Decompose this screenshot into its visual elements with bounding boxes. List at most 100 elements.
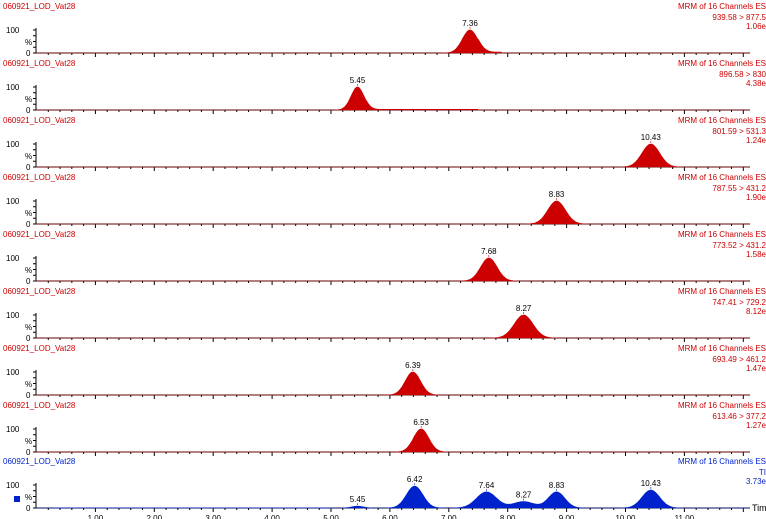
peak-label: 8.27	[516, 304, 532, 313]
trace-area	[36, 200, 750, 225]
peak-label: 6.39	[405, 361, 421, 370]
x-tick-label: 4.00	[264, 514, 280, 519]
x-tick-label: 8.00	[500, 514, 516, 519]
y-axis-unit: %	[25, 380, 32, 389]
trace-area	[36, 371, 750, 396]
y-axis-unit: %	[25, 38, 32, 47]
intensity-label: 1.06e	[746, 22, 766, 31]
channel-label: MRM of 16 Channels ES	[678, 287, 766, 296]
x-tick-label: 1.00	[88, 514, 104, 519]
trace-panel: 060921_LOD_Vat28 MRM of 16 Channels ES 613…	[3, 401, 766, 457]
y-axis-unit: %	[25, 95, 32, 104]
intensity-label: 8.12e	[746, 307, 766, 316]
transition-label: 801.59 > 531.3	[712, 127, 766, 136]
panel-title: 060921_LOD_Vat28	[3, 457, 76, 466]
trace-area	[36, 257, 750, 282]
peak-label: 8.83	[549, 481, 565, 490]
x-tick-label: 7.00	[441, 514, 457, 519]
x-tick-label: 9.00	[559, 514, 575, 519]
peak-label: 7.36	[462, 19, 478, 28]
y-axis-unit: %	[25, 493, 32, 502]
intensity-label: 1.90e	[746, 193, 766, 202]
trace-panel: 060921_LOD_Vat28 MRM of 16 Channels ES 693…	[3, 344, 766, 400]
y-tick-label: 100	[6, 140, 20, 149]
legend-swatch	[14, 496, 20, 502]
channel-label: MRM of 16 Channels ES	[678, 344, 766, 353]
channel-label: MRM of 16 Channels ES	[678, 59, 766, 68]
peak-label: 10.43	[641, 479, 662, 488]
y-tick-label: 0	[26, 220, 31, 229]
trace-area	[36, 314, 750, 339]
y-tick-label: 100	[6, 83, 20, 92]
transition-label: 747.41 > 729.2	[712, 298, 766, 307]
y-axis-unit: %	[25, 209, 32, 218]
intensity-label: 3.73e	[746, 477, 766, 486]
intensity-label: 1.24e	[746, 136, 766, 145]
panel-title: 060921_LOD_Vat28	[3, 287, 76, 296]
intensity-label: 1.27e	[746, 421, 766, 430]
trace-area	[36, 428, 750, 453]
y-tick-label: 100	[6, 254, 20, 263]
y-axis-unit: %	[25, 323, 32, 332]
y-axis-unit: %	[25, 152, 32, 161]
y-tick-label: 100	[6, 368, 20, 377]
trace-panel: 060921_LOD_Vat28 MRM of 16 Channels ES 939…	[3, 2, 766, 58]
x-axis-title: Time	[752, 503, 766, 513]
trace-panel: 060921_LOD_Vat28 MRM of 16 Channels ES 747…	[3, 287, 766, 343]
panel-title: 060921_LOD_Vat28	[3, 173, 76, 182]
y-tick-label: 0	[26, 448, 31, 457]
x-tick-label: 10.00	[615, 514, 636, 519]
x-tick-label: 2.00	[147, 514, 163, 519]
peak-label: 7.68	[481, 247, 497, 256]
trace-area	[36, 86, 750, 111]
y-tick-label: 100	[6, 481, 20, 490]
peak-label: 8.27	[516, 491, 532, 500]
intensity-label: 1.58e	[746, 250, 766, 259]
transition-label: 787.55 > 431.2	[712, 184, 766, 193]
y-tick-label: 100	[6, 26, 20, 35]
peak-label: 8.83	[549, 190, 565, 199]
panel-title: 060921_LOD_Vat28	[3, 2, 76, 11]
transition-label: TI	[759, 468, 766, 477]
panel-title: 060921_LOD_Vat28	[3, 344, 76, 353]
y-tick-label: 0	[26, 163, 31, 172]
y-tick-label: 0	[26, 504, 31, 513]
x-tick-label: 6.00	[382, 514, 398, 519]
trace-panel: 060921_LOD_Vat28 MRM of 16 Channels ESTI3…	[3, 457, 766, 519]
panel-title: 060921_LOD_Vat28	[3, 401, 76, 410]
channel-label: MRM of 16 Channels ES	[678, 230, 766, 239]
panel-title: 060921_LOD_Vat28	[3, 59, 76, 68]
transition-label: 939.58 > 877.5	[712, 13, 766, 22]
panel-title: 060921_LOD_Vat28	[3, 230, 76, 239]
trace-area	[36, 143, 750, 168]
x-tick-label: 3.00	[205, 514, 221, 519]
y-tick-label: 0	[26, 334, 31, 343]
transition-label: 896.58 > 830	[719, 70, 766, 79]
y-tick-label: 0	[26, 106, 31, 115]
peak-label: 5.45	[350, 76, 366, 85]
intensity-label: 4.38e	[746, 79, 766, 88]
peak-label: 7.64	[479, 481, 495, 490]
x-tick-label: 11.00	[675, 514, 695, 519]
peak-label: 6.42	[407, 475, 423, 484]
channel-label: MRM of 16 Channels ES	[678, 173, 766, 182]
trace-panel: 060921_LOD_Vat28 MRM of 16 Channels ES 896…	[3, 59, 766, 115]
transition-label: 613.46 > 377.2	[712, 412, 766, 421]
x-tick-label: 5.00	[323, 514, 339, 519]
channel-label: MRM of 16 Channels ES	[678, 401, 766, 410]
y-tick-label: 0	[26, 49, 31, 58]
peak-label: 5.45	[350, 495, 366, 504]
y-tick-label: 0	[26, 277, 31, 286]
transition-label: 773.52 > 431.2	[712, 241, 766, 250]
trace-panel: 060921_LOD_Vat28 MRM of 16 Channels ES 773…	[3, 230, 766, 286]
peak-label: 6.53	[413, 418, 429, 427]
channel-label: MRM of 16 Channels ES	[678, 457, 766, 466]
y-tick-label: 100	[6, 311, 20, 320]
trace-panel: 060921_LOD_Vat28 MRM of 16 Channels ES 787…	[3, 173, 766, 229]
intensity-label: 1.47e	[746, 364, 766, 373]
y-tick-label: 100	[6, 425, 20, 434]
y-axis-unit: %	[25, 437, 32, 446]
y-tick-label: 0	[26, 391, 31, 400]
channel-label: MRM of 16 Channels ES	[678, 116, 766, 125]
